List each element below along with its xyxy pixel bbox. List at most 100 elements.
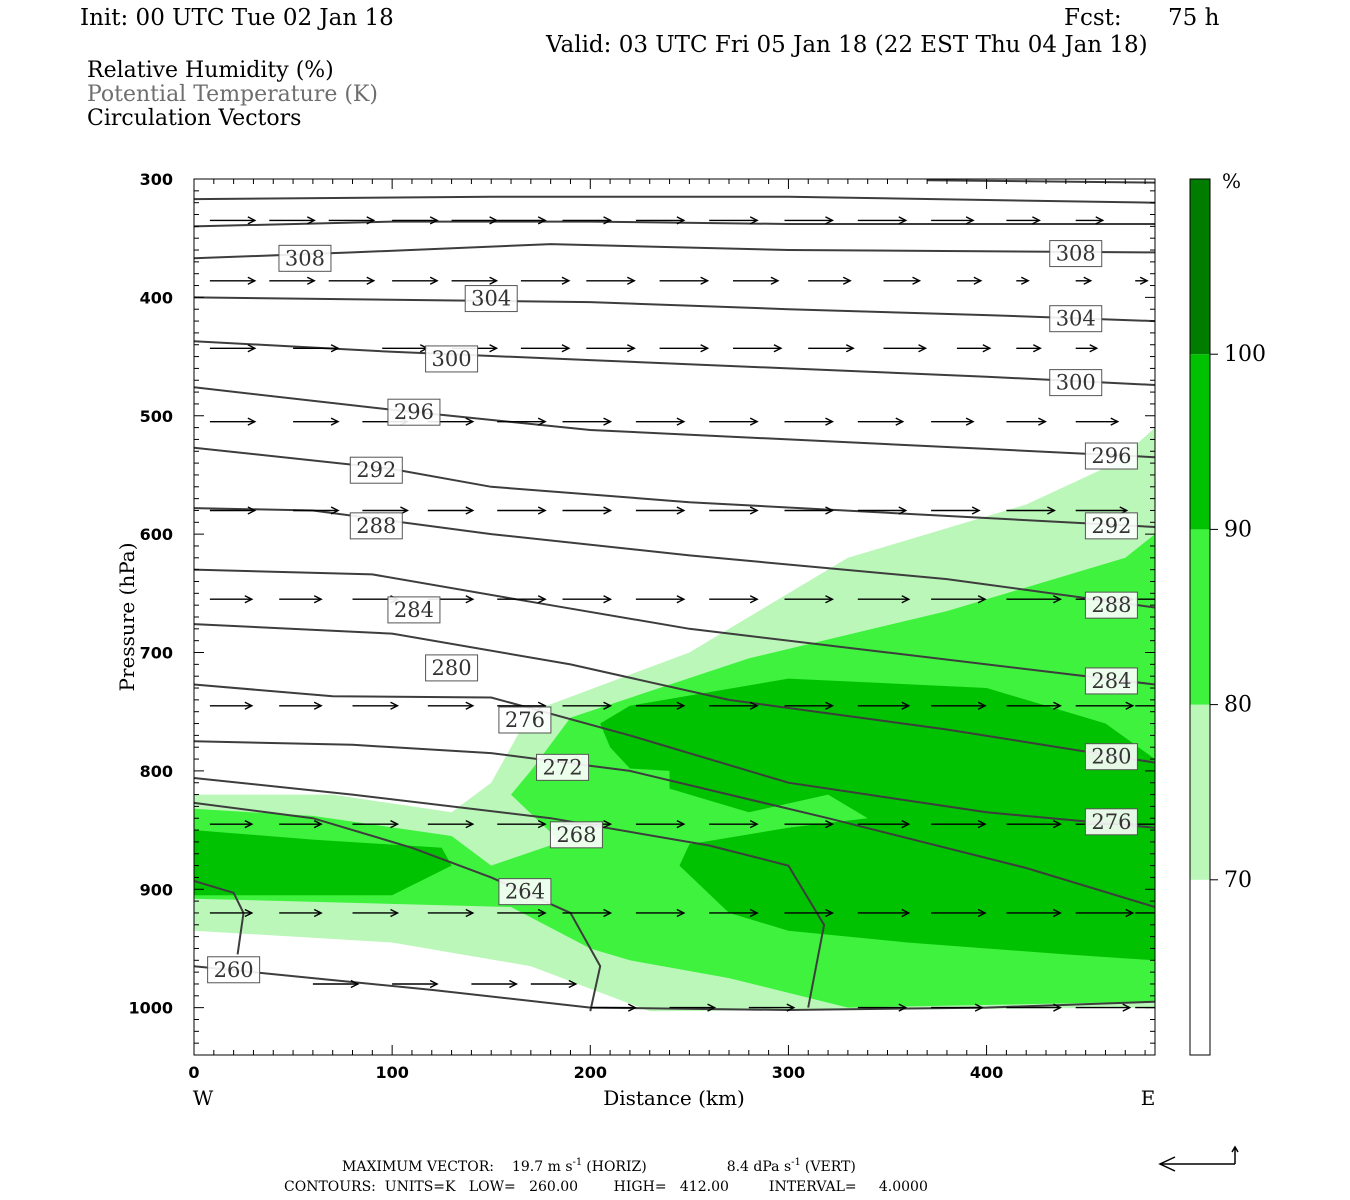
vector-head: [977, 908, 987, 918]
legend-theta: Potential Temperature (K): [87, 82, 378, 107]
vector-arrow: [784, 701, 835, 710]
vector-head: [247, 276, 257, 285]
vector-arrow: [590, 1003, 637, 1012]
vector-head: [465, 908, 475, 918]
colorbar-swatch: [1190, 529, 1210, 705]
vector-head: [568, 979, 578, 989]
theta-contour-304: [194, 296, 1155, 323]
vector-head: [489, 344, 499, 353]
vector-head: [537, 506, 547, 515]
theta-contour-284: [194, 568, 1155, 686]
vector-arrow: [709, 417, 759, 426]
vector-arrow: [497, 595, 547, 604]
vector-head: [676, 216, 686, 225]
vector-arrow: [931, 216, 975, 225]
contour-label-text: 308: [1056, 242, 1096, 266]
vector-arrow: [931, 1003, 984, 1012]
contour-label-box: [1049, 240, 1103, 268]
vector-arrow: [209, 276, 257, 285]
vector-head: [700, 276, 710, 285]
vector-arrow: [497, 216, 547, 225]
vector-head: [306, 216, 316, 225]
contour-label-box: [425, 345, 479, 373]
contour-label-box: [1084, 743, 1138, 771]
vector-arrow: [392, 216, 439, 225]
vector-arrow: [497, 417, 547, 426]
contour-label: 280: [425, 654, 479, 682]
vector-head: [825, 908, 835, 918]
vector-arrow: [808, 344, 855, 353]
vector-arrow: [709, 216, 759, 225]
vector-head: [244, 701, 254, 710]
vector-head: [313, 595, 323, 604]
vector-arrow: [635, 595, 686, 604]
vector-head: [489, 216, 499, 225]
vector-head: [676, 820, 686, 829]
vector-arrow: [1135, 276, 1149, 285]
vector-head: [1139, 276, 1149, 285]
vector-arrow: [1006, 216, 1041, 225]
contour-label-text: 280: [432, 656, 472, 680]
vector-arrow: [669, 1003, 717, 1012]
vector-arrow: [1006, 701, 1062, 710]
vector-arrow: [209, 701, 254, 710]
contour-label-box: [207, 956, 261, 984]
vector-head: [825, 417, 835, 426]
vector-arrow: [427, 908, 475, 918]
init-time: Init: 00 UTC Tue 02 Jan 18: [80, 5, 394, 31]
colorbar-level-label: 70: [1224, 868, 1252, 893]
vector-arrow: [1135, 1006, 1155, 1009]
vector-arrow: [733, 276, 780, 285]
theta-contour-260: [194, 880, 245, 955]
vector-head: [1125, 701, 1135, 710]
contour-label: 296: [1084, 442, 1138, 470]
vector-head: [901, 820, 911, 829]
contour-label-text: 264: [505, 880, 545, 904]
contour-label-box: [1084, 808, 1138, 836]
colorbar-level-label: 90: [1224, 517, 1252, 542]
vector-head: [895, 417, 905, 426]
vector-head: [603, 701, 613, 710]
footer-max-vector: MAXIMUM VECTOR: 19.7 m s-1 (HORIZ) 8.4 dPa …: [342, 1157, 856, 1175]
contour-label: 272: [536, 753, 590, 781]
contour-label-text: 288: [356, 514, 396, 538]
contour-label: 280: [1084, 743, 1138, 771]
theta-contour-308b: [194, 243, 1155, 260]
colorbar-unit: %: [1222, 169, 1241, 193]
legend-vectors: Circulation Vectors: [87, 106, 301, 131]
y-axis-label: Pressure (hPa): [115, 543, 139, 692]
vector-arrow: [1075, 908, 1135, 918]
contour-label: 296: [387, 398, 441, 426]
vector-head: [901, 908, 911, 918]
theta-contour-296: [194, 386, 1155, 459]
vector-arrow: [956, 344, 992, 353]
y-tick-label: 900: [140, 880, 173, 899]
x-axis-label: Distance (km): [603, 1086, 745, 1110]
contour-label-text: 300: [432, 347, 472, 371]
colorbar-swatch: [1190, 179, 1210, 355]
vector-arrow: [883, 276, 922, 285]
vector-arrow: [497, 506, 547, 515]
vector-head: [707, 1003, 717, 1012]
vector-arrow: [586, 276, 636, 285]
vector-head: [973, 276, 983, 285]
vector-head: [1047, 506, 1056, 515]
vector-arrow: [451, 276, 499, 285]
vector-arrow: [857, 595, 911, 604]
vector-arrow: [562, 417, 613, 426]
vector-arrow: [562, 908, 613, 918]
contour-label-box: [349, 512, 403, 540]
contour-label-box: [1084, 667, 1138, 695]
vector-head: [366, 276, 376, 285]
vector-arrow: [427, 820, 475, 829]
vector-arrow: [784, 595, 835, 604]
vector-arrow: [1135, 823, 1155, 825]
vector-head: [842, 276, 852, 285]
vector-head: [390, 820, 400, 829]
vector-arrow: [471, 979, 518, 989]
vector-arrow: [562, 595, 613, 604]
vector-arrow: [520, 344, 571, 353]
vector-head: [676, 908, 686, 918]
vector-arrow: [857, 908, 911, 918]
vector-head: [350, 979, 360, 989]
